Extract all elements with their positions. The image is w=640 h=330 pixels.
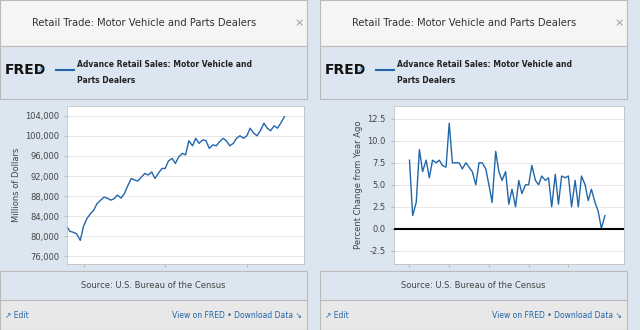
- Text: Source: U.S. Bureau of the Census: Source: U.S. Bureau of the Census: [401, 281, 546, 290]
- Y-axis label: Percent Change from Year Ago: Percent Change from Year Ago: [355, 120, 364, 249]
- Text: ×: ×: [295, 18, 304, 28]
- Text: Advance Retail Sales: Motor Vehicle and: Advance Retail Sales: Motor Vehicle and: [397, 60, 572, 69]
- Text: Parts Dealers: Parts Dealers: [77, 76, 135, 85]
- Text: ↗ Edit: ↗ Edit: [5, 311, 29, 320]
- Text: ↗: ↗: [37, 65, 44, 75]
- Text: Parts Dealers: Parts Dealers: [397, 76, 455, 85]
- Text: ↗: ↗: [357, 65, 364, 75]
- Text: ×: ×: [615, 18, 624, 28]
- Text: FRED: FRED: [325, 63, 366, 77]
- Text: FRED: FRED: [5, 63, 46, 77]
- Text: Retail Trade: Motor Vehicle and Parts Dealers: Retail Trade: Motor Vehicle and Parts De…: [352, 18, 577, 28]
- Text: Retail Trade: Motor Vehicle and Parts Dealers: Retail Trade: Motor Vehicle and Parts De…: [32, 18, 257, 28]
- Text: Source: U.S. Bureau of the Census: Source: U.S. Bureau of the Census: [81, 281, 226, 290]
- Text: ↗ Edit: ↗ Edit: [325, 311, 349, 320]
- Y-axis label: Millions of Dollars: Millions of Dollars: [12, 148, 21, 222]
- Text: Advance Retail Sales: Motor Vehicle and: Advance Retail Sales: Motor Vehicle and: [77, 60, 252, 69]
- Text: View on FRED • Download Data ↘: View on FRED • Download Data ↘: [492, 311, 622, 320]
- Text: View on FRED • Download Data ↘: View on FRED • Download Data ↘: [172, 311, 302, 320]
